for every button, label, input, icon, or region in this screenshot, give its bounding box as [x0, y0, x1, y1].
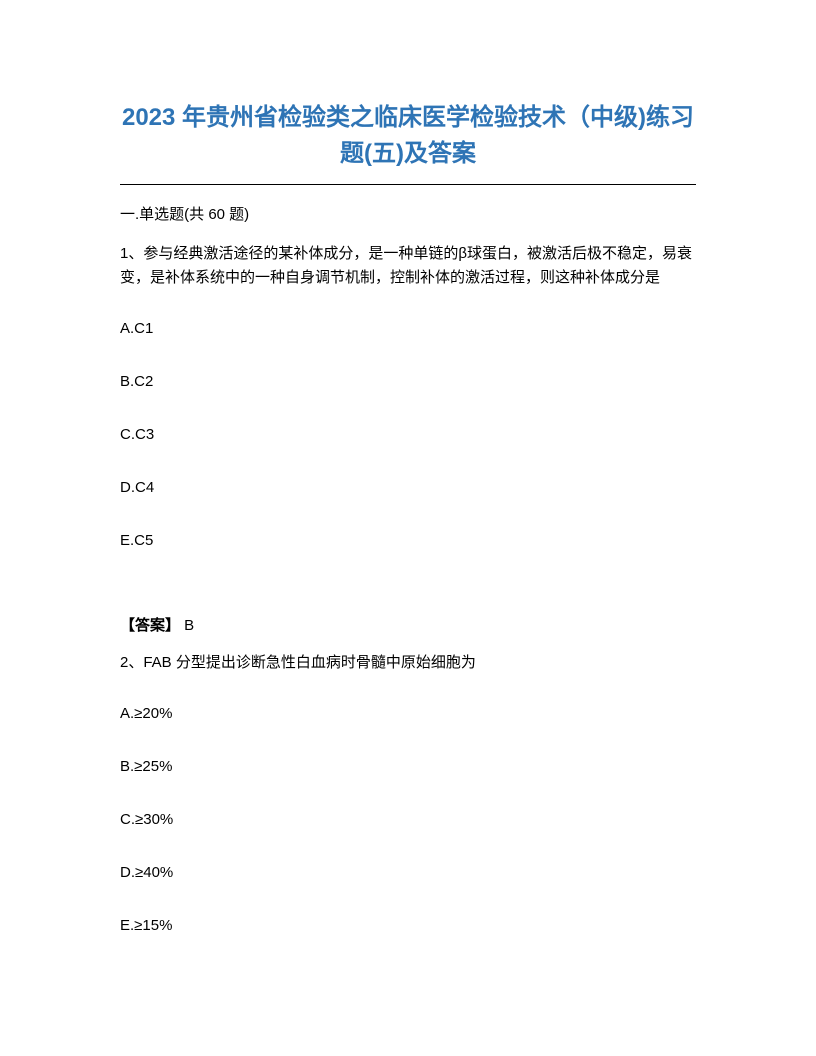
question-1-option-b: B.C2: [120, 373, 696, 390]
question-2-option-d: D.≥40%: [120, 864, 696, 881]
question-2-text: 2、FAB 分型提出诊断急性白血病时骨髓中原始细胞为: [120, 651, 696, 675]
question-1-option-a: A.C1: [120, 320, 696, 337]
answer-value: B: [180, 617, 194, 634]
question-1-option-e: E.C5: [120, 532, 696, 549]
question-1-text: 1、参与经典激活途径的某补体成分，是一种单链的β球蛋白，被激活后极不稳定，易衰变…: [120, 242, 696, 290]
question-1-option-d: D.C4: [120, 479, 696, 496]
question-2-option-a: A.≥20%: [120, 705, 696, 722]
section-header: 一.单选题(共 60 题): [120, 203, 696, 224]
question-2-option-e: E.≥15%: [120, 917, 696, 934]
title-divider: [120, 184, 696, 185]
question-2-option-c: C.≥30%: [120, 811, 696, 828]
page-title: 2023 年贵州省检验类之临床医学检验技术（中级)练习题(五)及答案: [120, 100, 696, 172]
question-2-option-b: B.≥25%: [120, 758, 696, 775]
answer-label: 【答案】: [120, 617, 180, 634]
question-1-option-c: C.C3: [120, 426, 696, 443]
question-1-answer: 【答案】 B: [120, 614, 696, 635]
